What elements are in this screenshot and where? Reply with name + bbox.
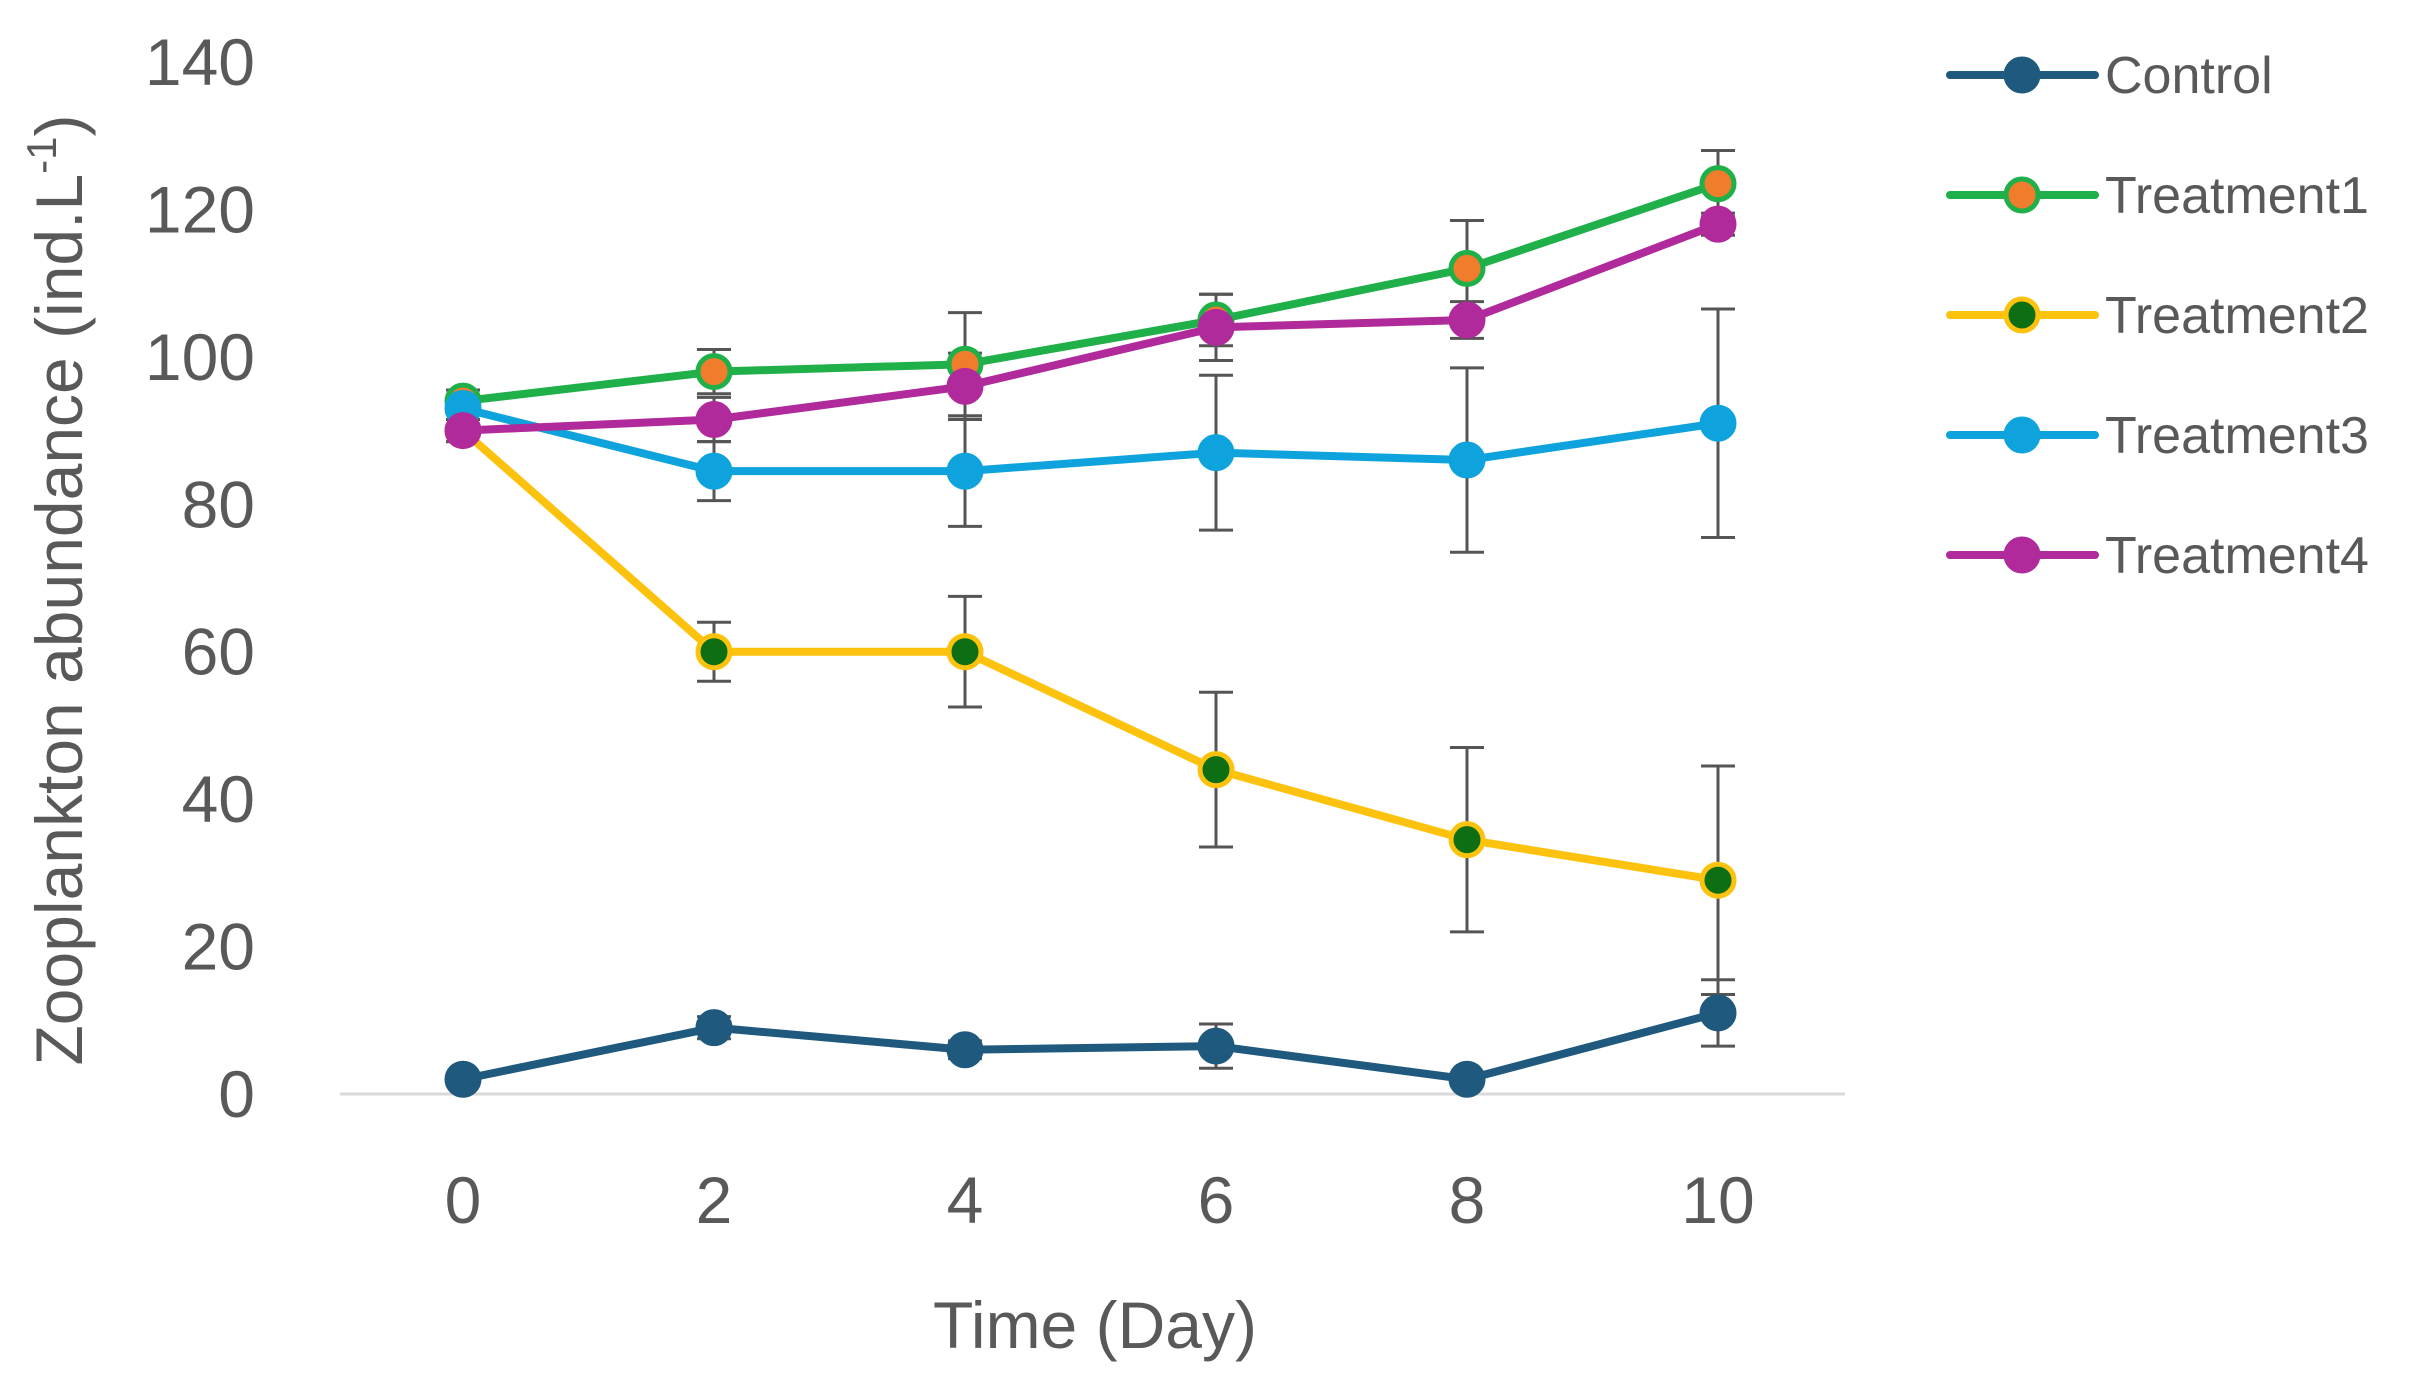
x-tick-label-8: 8	[1449, 1163, 1486, 1237]
marker-treatment2-2	[946, 633, 984, 671]
marker-control-2	[946, 1031, 984, 1069]
marker-treatment4-5	[1699, 205, 1737, 243]
series-line-treatment4	[459, 220, 1722, 435]
marker-treatment3-3	[1197, 434, 1235, 472]
legend-marker-control	[2003, 56, 2041, 94]
y-axis-title: Zooplankton abundance (ind.L-1)	[18, 114, 96, 1065]
legend-marker-treatment2	[2003, 296, 2041, 334]
markers-group	[444, 165, 1737, 1098]
legend-label-treatment3: Treatment3	[2105, 407, 2369, 465]
x-tick-label-4: 4	[947, 1163, 984, 1237]
legend: Control Treatment1 Treatment2 Treatment3 Tre…	[1946, 47, 2369, 585]
marker-treatment1-4	[1448, 249, 1486, 287]
legend-marker-treatment4	[2003, 536, 2041, 574]
y-tick-label-140: 140	[145, 25, 255, 99]
y-axis-title-close: )	[22, 114, 96, 136]
legend-marker-treatment3	[2003, 416, 2041, 454]
marker-treatment4-4	[1448, 301, 1486, 339]
series-lines-group	[459, 179, 1722, 1084]
y-tick-label-0: 0	[218, 1057, 255, 1131]
marker-control-5	[1699, 994, 1737, 1032]
x-tick-label-10: 10	[1681, 1163, 1754, 1237]
x-axis-title: Time (Day)	[933, 1288, 1257, 1362]
marker-treatment4-3	[1197, 308, 1235, 346]
legend-label-treatment4: Treatment4	[2105, 527, 2369, 585]
series-line-treatment2	[459, 426, 1722, 885]
marker-treatment4-2	[946, 367, 984, 405]
y-tick-label-80: 80	[182, 467, 255, 541]
series-line-treatment3	[459, 404, 1722, 476]
marker-treatment3-5	[1699, 404, 1737, 442]
tick-labels-group: 0 20 40 60 80 100 120 140 0 2 4 6 8 10	[145, 25, 1755, 1237]
y-tick-label-100: 100	[145, 320, 255, 394]
y-tick-label-40: 40	[182, 762, 255, 836]
y-tick-label-20: 20	[182, 910, 255, 984]
series-line-treatment1	[459, 179, 1722, 406]
marker-treatment3-4	[1448, 441, 1486, 479]
y-tick-label-60: 60	[182, 615, 255, 689]
marker-treatment2-4	[1448, 821, 1486, 859]
marker-control-1	[695, 1009, 733, 1047]
legend-label-treatment2: Treatment2	[2105, 287, 2369, 345]
marker-control-0	[444, 1060, 482, 1098]
marker-control-3	[1197, 1027, 1235, 1065]
marker-treatment4-1	[695, 401, 733, 439]
y-tick-label-120: 120	[145, 172, 255, 246]
x-tick-label-6: 6	[1198, 1163, 1235, 1237]
legend-marker-treatment1	[2003, 176, 2041, 214]
legend-label-treatment1: Treatment1	[2105, 167, 2369, 225]
x-tick-label-0: 0	[445, 1163, 482, 1237]
legend-label-control: Control	[2105, 47, 2273, 105]
marker-treatment2-3	[1197, 751, 1235, 789]
x-tick-label-2: 2	[696, 1163, 733, 1237]
marker-treatment2-5	[1699, 861, 1737, 899]
marker-control-4	[1448, 1060, 1486, 1098]
marker-treatment3-2	[946, 452, 984, 490]
marker-treatment3-1	[695, 452, 733, 490]
y-axis-title-main: Zooplankton abundance (ind.L	[22, 174, 96, 1066]
marker-treatment2-1	[695, 633, 733, 671]
marker-treatment1-1	[695, 353, 733, 391]
marker-treatment4-0	[444, 412, 482, 450]
y-axis-title-superscript: -1	[18, 136, 65, 173]
series-line-control	[459, 1008, 1722, 1084]
marker-treatment1-5	[1699, 165, 1737, 203]
